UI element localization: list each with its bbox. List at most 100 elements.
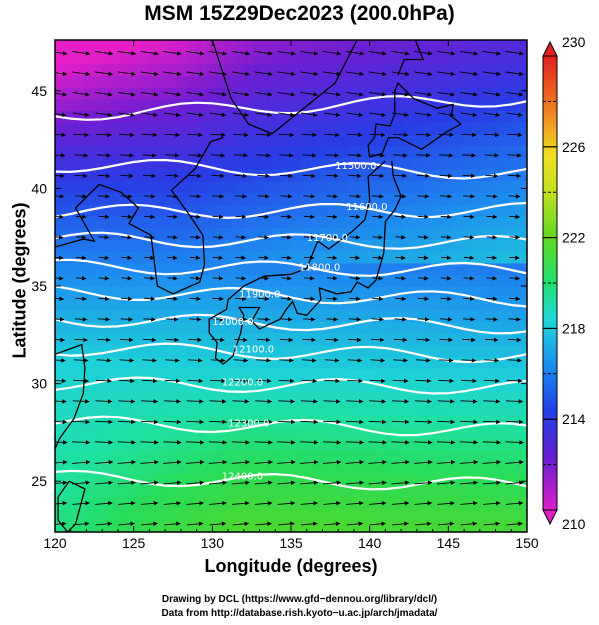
field-cell bbox=[479, 250, 490, 264]
field-cell bbox=[319, 122, 330, 135]
wind-arrow bbox=[233, 153, 248, 158]
field-cell bbox=[187, 133, 198, 147]
field-cell bbox=[404, 63, 415, 76]
field-cell bbox=[102, 250, 113, 264]
field-cell bbox=[508, 426, 519, 440]
field-cell bbox=[328, 332, 339, 346]
field-cell bbox=[55, 133, 66, 147]
field-cell bbox=[55, 274, 66, 287]
field-cell bbox=[376, 356, 387, 369]
wind-arrow bbox=[140, 440, 159, 445]
field-cell bbox=[281, 508, 292, 522]
field-cell bbox=[187, 192, 198, 205]
field-cell bbox=[460, 157, 472, 170]
field-cell bbox=[102, 215, 113, 229]
field-cell bbox=[357, 426, 368, 440]
field-cell bbox=[111, 403, 122, 416]
field-cell bbox=[140, 391, 151, 404]
wind-arrow bbox=[143, 296, 156, 302]
wind-arrow bbox=[303, 194, 316, 199]
wind-arrow bbox=[368, 440, 387, 445]
field-cell bbox=[508, 204, 519, 217]
field-cell bbox=[130, 391, 141, 404]
wind-arrow bbox=[163, 71, 182, 77]
field-cell bbox=[55, 473, 66, 486]
field-cell bbox=[404, 75, 415, 88]
field-cell bbox=[517, 450, 527, 463]
field-cell bbox=[55, 286, 66, 299]
field-cell bbox=[338, 344, 349, 358]
field-cell bbox=[300, 133, 311, 147]
field-cell bbox=[423, 122, 434, 135]
field-cell bbox=[385, 98, 396, 112]
wind-arrow bbox=[281, 276, 292, 281]
field-cell bbox=[92, 133, 103, 147]
wind-arrow bbox=[345, 71, 364, 77]
wind-arrow bbox=[436, 50, 456, 56]
field-cell bbox=[479, 63, 490, 76]
wind-arrow bbox=[460, 399, 478, 404]
wind-arrow bbox=[212, 194, 224, 199]
field-cell bbox=[64, 110, 75, 123]
coastline-segment bbox=[55, 343, 86, 451]
field-cell bbox=[73, 286, 85, 299]
wind-arrow bbox=[346, 399, 364, 404]
wind-arrow bbox=[414, 399, 432, 404]
field-cell bbox=[394, 473, 405, 486]
field-cell bbox=[215, 426, 226, 440]
field-cell bbox=[187, 438, 198, 451]
field-cell bbox=[83, 239, 94, 252]
field-cell bbox=[347, 379, 358, 393]
field-cell bbox=[347, 321, 358, 334]
field-cell bbox=[140, 215, 151, 229]
wind-arrow bbox=[164, 112, 181, 117]
field-cell bbox=[309, 508, 321, 522]
field-cell bbox=[498, 426, 509, 440]
field-cell bbox=[338, 86, 349, 100]
field-cell bbox=[442, 520, 453, 532]
field-cell bbox=[55, 98, 66, 112]
field-cell bbox=[168, 368, 179, 381]
wind-arrow bbox=[277, 50, 296, 56]
field-cell bbox=[347, 204, 358, 217]
field-cell bbox=[404, 426, 415, 440]
wind-arrow bbox=[438, 132, 454, 138]
field-cell bbox=[357, 508, 368, 522]
field-cell bbox=[224, 379, 236, 393]
field-cell bbox=[83, 450, 94, 463]
field-cell bbox=[347, 122, 358, 135]
field-cell bbox=[224, 250, 236, 264]
field-cell bbox=[300, 344, 311, 358]
field-cell bbox=[234, 297, 245, 311]
wind-arrow bbox=[369, 399, 387, 404]
field-cell bbox=[489, 274, 500, 287]
field-cell bbox=[262, 274, 273, 287]
field-cell bbox=[130, 133, 141, 147]
field-cell bbox=[404, 496, 415, 510]
field-cell bbox=[215, 414, 226, 428]
field-cell bbox=[517, 473, 527, 486]
field-cell bbox=[517, 368, 527, 381]
field-cell bbox=[243, 227, 254, 240]
wind-arrow bbox=[368, 480, 387, 485]
field-cell bbox=[385, 344, 396, 358]
field-cell bbox=[140, 344, 151, 358]
field-cell bbox=[404, 239, 415, 252]
wind-arrow bbox=[75, 255, 87, 261]
wind-arrow bbox=[119, 132, 135, 138]
field-cell bbox=[281, 75, 292, 88]
field-cell bbox=[347, 75, 358, 88]
field-cell bbox=[168, 508, 179, 522]
field-cell bbox=[253, 450, 264, 463]
field-cell bbox=[328, 157, 339, 170]
wind-arrow bbox=[438, 358, 454, 363]
field-cell bbox=[442, 110, 453, 123]
field-cell bbox=[460, 215, 472, 229]
field-cell bbox=[451, 450, 462, 463]
field-cell bbox=[102, 239, 113, 252]
field-cell bbox=[366, 133, 377, 147]
field-cell bbox=[347, 426, 358, 440]
field-cell bbox=[215, 133, 226, 147]
field-cell bbox=[177, 414, 188, 428]
field-cell bbox=[64, 321, 75, 334]
